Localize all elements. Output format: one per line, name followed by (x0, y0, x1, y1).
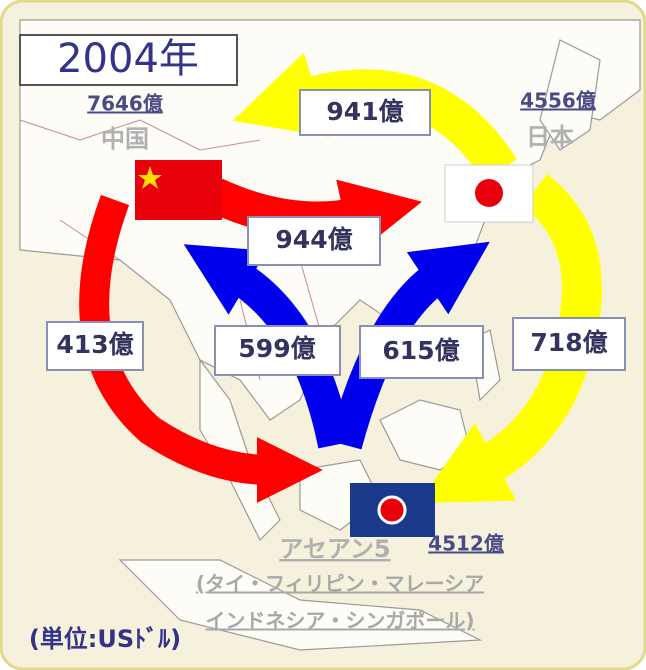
flag-emblem (377, 495, 407, 525)
flow-box (512, 317, 626, 371)
node-name: 日本 (526, 123, 574, 151)
flow-label: 615億 (382, 336, 459, 365)
flow-box (46, 321, 144, 371)
flow-box (214, 325, 341, 376)
flag-china (135, 160, 222, 220)
node-total: 4512億 (428, 532, 504, 556)
title: 2004年 (57, 36, 199, 82)
node-members: (タイ・フィリピン・マレーシア (196, 572, 484, 596)
node-total: 7646億 (87, 92, 163, 116)
node-name: アセアン5 (279, 535, 390, 563)
node-total: 4556億 (520, 89, 596, 113)
title-box (19, 34, 238, 86)
node-members: インドネシア・シンガポール) (205, 609, 474, 633)
flow-label: 941億 (326, 97, 403, 126)
flow-box (299, 89, 431, 136)
flow-label: 944億 (275, 225, 352, 254)
flag-star (138, 166, 162, 189)
flag-sun (475, 179, 503, 207)
flow-label: 413億 (56, 330, 133, 359)
flow-box (247, 216, 381, 266)
node-name: 中国 (101, 125, 149, 153)
arrow-china-asean (79, 194, 323, 503)
flags (135, 160, 534, 537)
unit: (単位:USﾄﾞﾙ) (29, 625, 181, 653)
flow-label: 599億 (238, 334, 315, 363)
flow-label: 718億 (530, 328, 607, 357)
flow-box (359, 325, 484, 379)
